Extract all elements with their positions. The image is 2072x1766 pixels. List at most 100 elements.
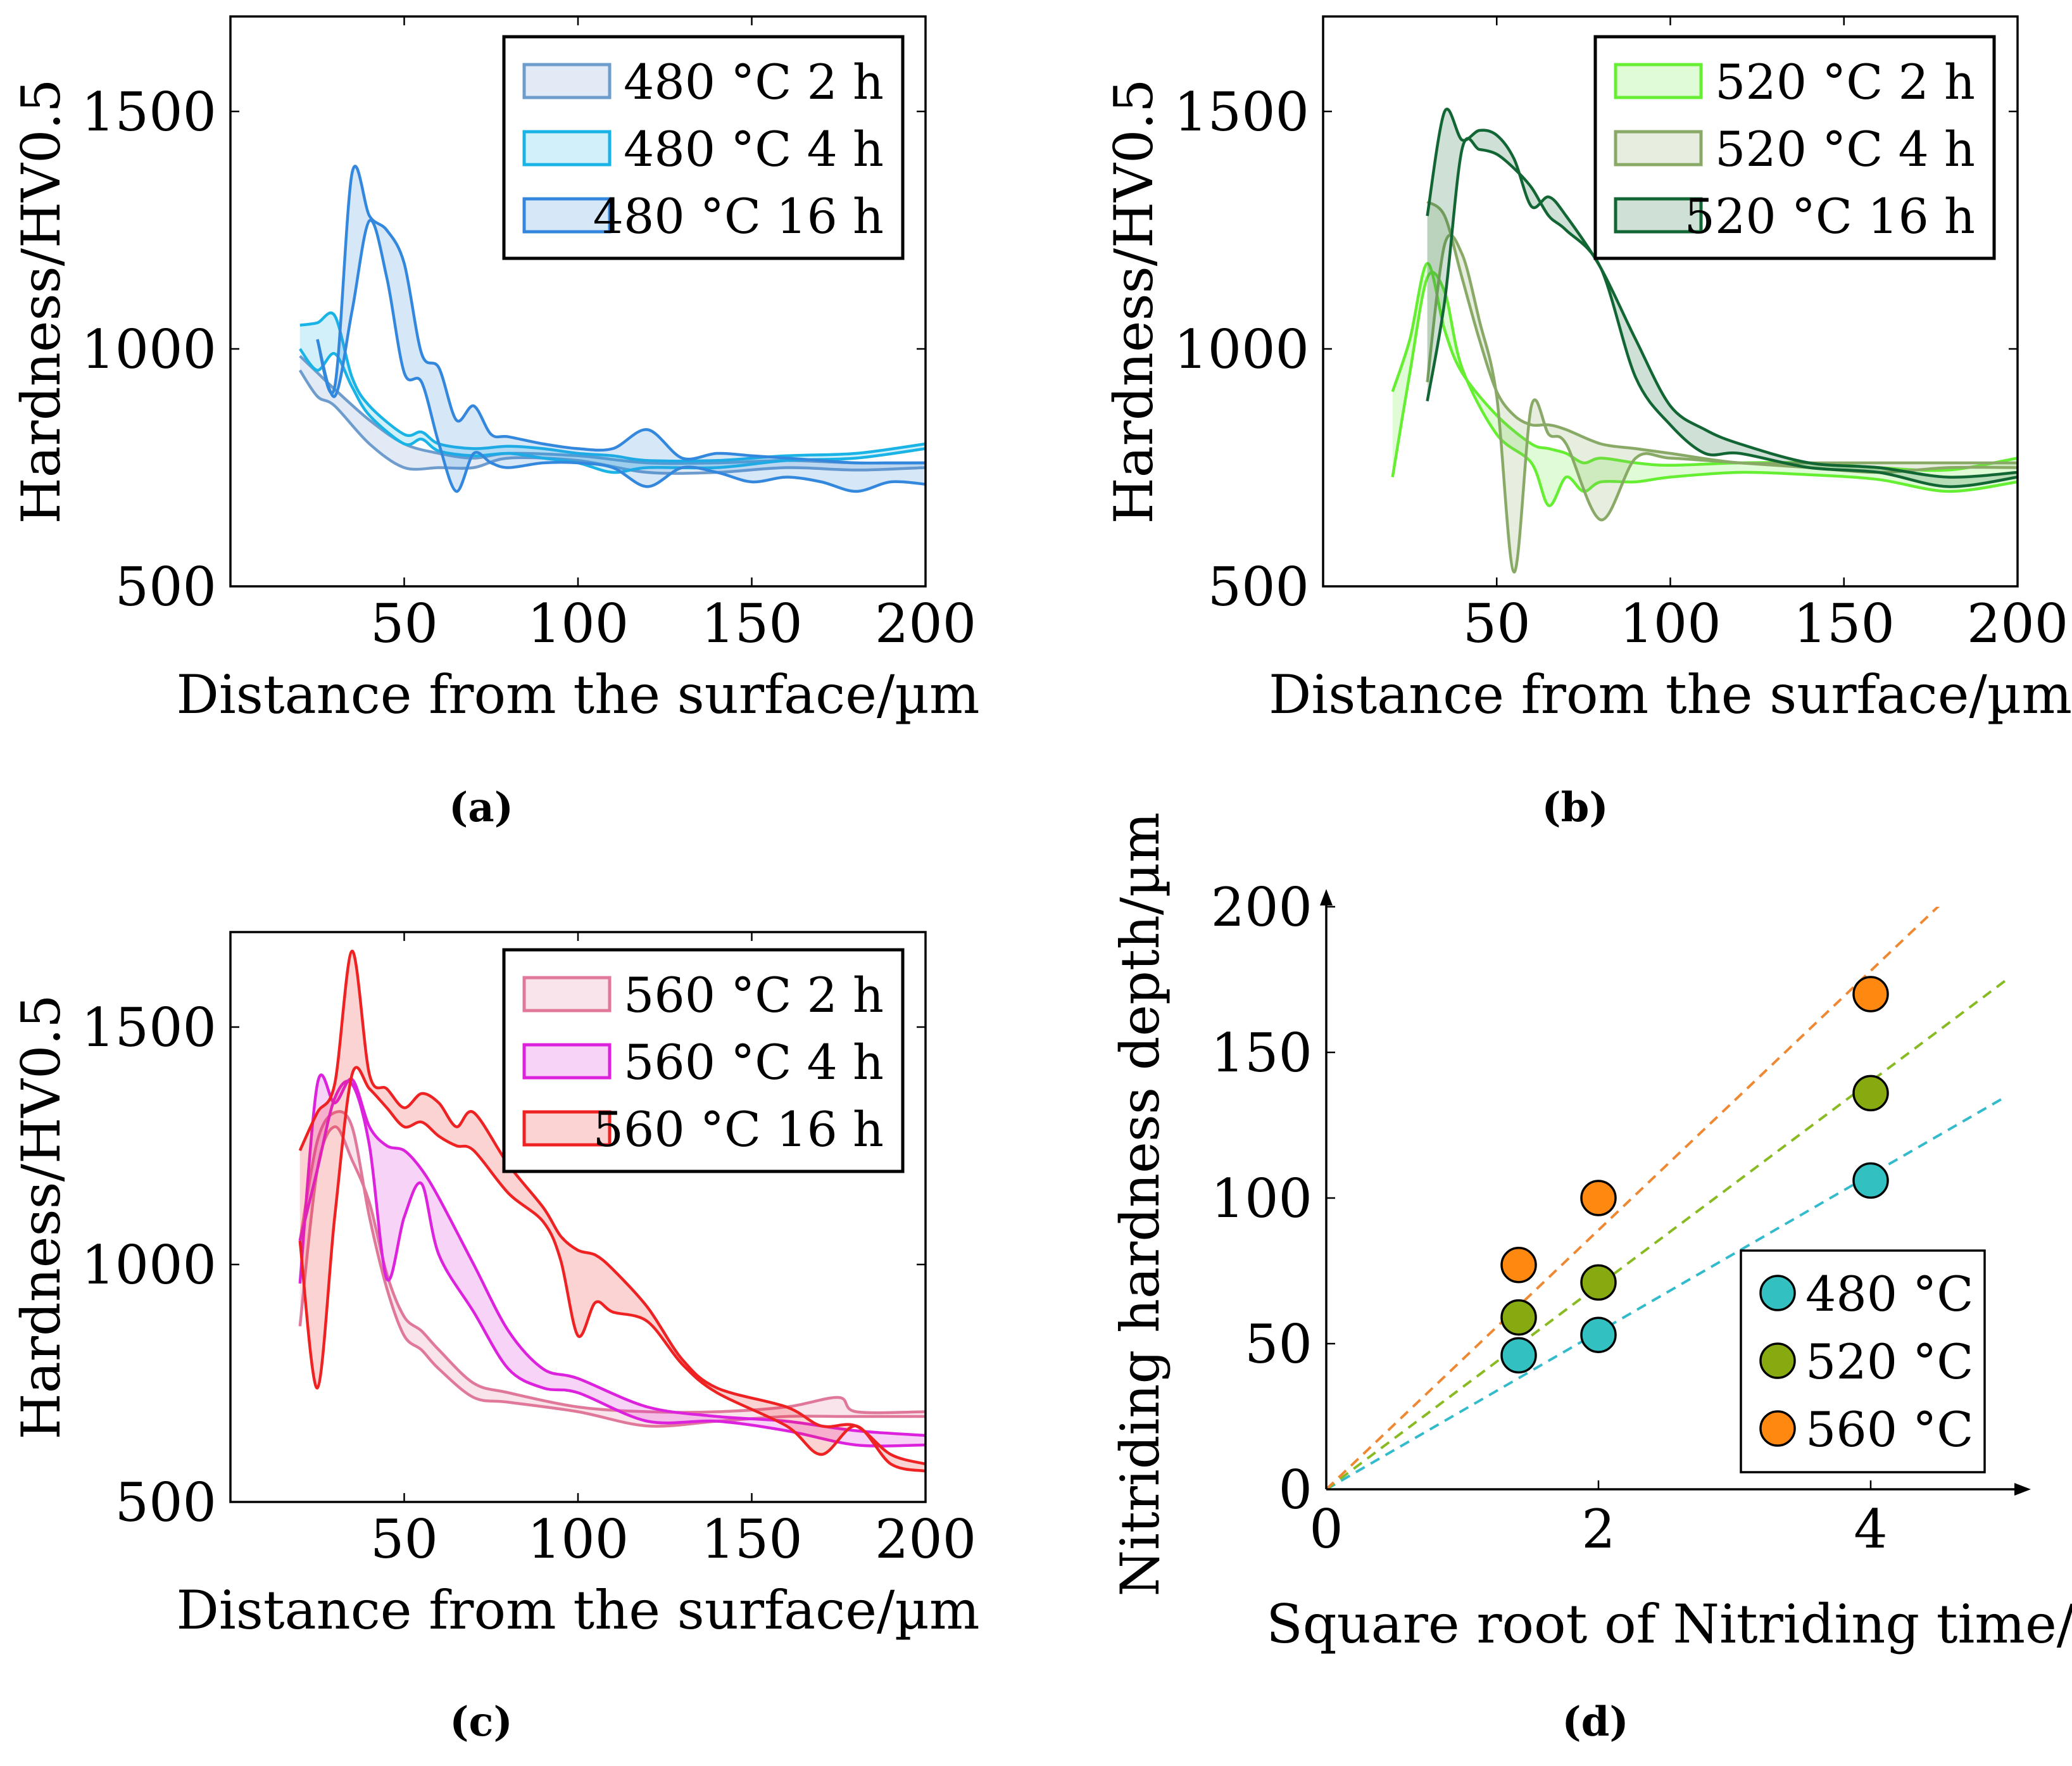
y-tick-label: 1000 <box>81 319 217 381</box>
caption-d: (d) <box>1562 1698 1628 1746</box>
panel-b: 50 100 150 200 500 1000 1500 Distance from the … <box>1103 15 2072 831</box>
line-lower-c-1 <box>298 1080 926 1447</box>
fit-line-2 <box>1326 907 1940 1489</box>
legend-swatch <box>1614 63 1703 99</box>
legend-label: 520 °C 16 h <box>1685 188 1975 244</box>
legend-marker <box>1759 1342 1796 1379</box>
y-tick-label: 1000 <box>81 1234 217 1296</box>
y-tick-label: 1500 <box>1174 81 1309 143</box>
legend-swatch <box>522 1043 612 1080</box>
line-lower-c-0 <box>298 1110 926 1428</box>
legend-box <box>1593 35 1996 260</box>
caption-a: (a) <box>449 784 513 831</box>
x-axis-label: Distance from the surface/µm <box>1269 664 2072 726</box>
caption-c: (c) <box>449 1698 513 1746</box>
legend-label: 560 °C 4 h <box>624 1034 884 1090</box>
legend-b: 520 °C 2 h 520 °C 4 h 520 °C 16 h <box>1593 35 1996 260</box>
legend-marker <box>1759 1275 1796 1311</box>
point-2-2 <box>1852 976 1889 1012</box>
panel-d: 0 2 4 0 50 100 150 200 Square root of Nitriding … <box>1109 812 2072 1746</box>
y-tick-label: 1500 <box>81 997 217 1059</box>
legend-swatch <box>522 1110 612 1147</box>
fit-line-1 <box>1326 978 2007 1489</box>
y-axis-arrow <box>1320 889 1333 905</box>
legend-a: 480 °C 2 h 480 °C 4 h 480 °C 16 h <box>502 35 905 260</box>
line-lower-a-1 <box>298 348 926 474</box>
legend-marker <box>1759 1410 1796 1447</box>
legend-swatch <box>522 63 612 99</box>
legend-swatch <box>522 197 612 234</box>
caption-b: (b) <box>1541 784 1608 831</box>
point-0-2 <box>1852 1162 1889 1199</box>
fit-line-0 <box>1326 1095 2007 1489</box>
x-tick-label: 100 <box>1619 593 1721 655</box>
legend-label: 480 °C 16 h <box>593 188 884 244</box>
legend-label: 560 °C <box>1805 1401 1973 1458</box>
x-tick-label: 200 <box>1967 593 2068 655</box>
legend-label: 480 °C <box>1805 1266 1973 1322</box>
panel-a: 50 100 150 200 500 1000 1500 Distance from the … <box>10 15 980 831</box>
x-tick-label: 150 <box>1793 593 1895 655</box>
x-axis-label: Distance from the surface/µm <box>177 664 980 726</box>
line-lower-b-0 <box>1391 270 2018 507</box>
point-2-1 <box>1580 1180 1617 1216</box>
point-0-0 <box>1500 1337 1537 1374</box>
legend-label: 520 °C <box>1805 1334 1973 1390</box>
y-tick-label: 500 <box>1208 556 1309 618</box>
point-0-1 <box>1580 1316 1617 1353</box>
legend-label: 520 °C 2 h <box>1715 54 1975 110</box>
axes-d: 0 2 4 0 50 100 150 200 <box>1211 876 2031 1560</box>
y-tick-label: 500 <box>115 1472 217 1534</box>
legend-box <box>502 948 905 1173</box>
legend-box <box>502 35 905 260</box>
x-tick-label: 100 <box>527 1508 629 1570</box>
band-b-0 <box>1392 263 2018 506</box>
x-tick-label: 200 <box>875 593 976 655</box>
x-tick-label: 50 <box>370 593 438 655</box>
x-axis-label: Square root of Nitriding time/√h <box>1266 1593 2072 1655</box>
legend-label: 560 °C 16 h <box>593 1101 884 1157</box>
legend-label: 520 °C 4 h <box>1715 121 1975 177</box>
y-tick-label: 0 <box>1279 1459 1312 1521</box>
point-1-2 <box>1852 1075 1889 1112</box>
line-lower-a-0 <box>298 369 926 475</box>
line-lower-a-2 <box>316 218 926 493</box>
x-tick-label: 150 <box>701 1508 802 1570</box>
x-tick-label: 4 <box>1854 1498 1887 1560</box>
fit-lines <box>1326 907 2007 1489</box>
x-axis-arrow <box>2014 1483 2031 1496</box>
legend-d: 480 °C 520 °C 560 °C <box>1740 1249 1986 1473</box>
y-tick-label: 1500 <box>81 81 217 143</box>
y-axis-label: Hardness/HV0.5 <box>1103 79 1165 524</box>
x-tick-label: 200 <box>875 1508 976 1570</box>
legend-swatch <box>522 130 612 167</box>
x-tick-label: 50 <box>1463 593 1531 655</box>
legend-swatch <box>1614 197 1703 234</box>
line-lower-c-2 <box>298 1066 926 1473</box>
y-axis-label: Hardness/HV0.5 <box>10 79 72 524</box>
y-tick-label: 100 <box>1211 1168 1312 1230</box>
x-tick-label: 50 <box>370 1508 438 1570</box>
legend-label: 480 °C 4 h <box>624 121 884 177</box>
x-tick-label: 0 <box>1309 1498 1343 1560</box>
line-upper-b-1 <box>1426 200 2018 465</box>
legend-swatch <box>522 976 612 1012</box>
x-tick-label: 100 <box>527 593 629 655</box>
y-tick-label: 50 <box>1245 1313 1312 1375</box>
plot-area-c <box>298 949 926 1473</box>
y-tick-label: 500 <box>115 556 217 618</box>
point-2-0 <box>1500 1247 1537 1284</box>
y-tick-label: 1000 <box>1174 319 1309 381</box>
y-axis-label: Nitriding hardness depth/µm <box>1109 812 1171 1597</box>
line-upper-a-2 <box>316 165 926 465</box>
x-axis-label: Distance from the surface/µm <box>177 1579 980 1641</box>
legend-label: 560 °C 2 h <box>624 967 884 1023</box>
legend-c: 560 °C 2 h 560 °C 4 h 560 °C 16 h <box>502 948 905 1173</box>
y-tick-label: 200 <box>1211 876 1312 938</box>
legend-swatch <box>1614 130 1703 167</box>
panel-c: 50 100 150 200 500 1000 1500 Distance from the … <box>10 931 980 1746</box>
x-tick-label: 150 <box>701 593 802 655</box>
band-b-2 <box>1427 109 2018 487</box>
